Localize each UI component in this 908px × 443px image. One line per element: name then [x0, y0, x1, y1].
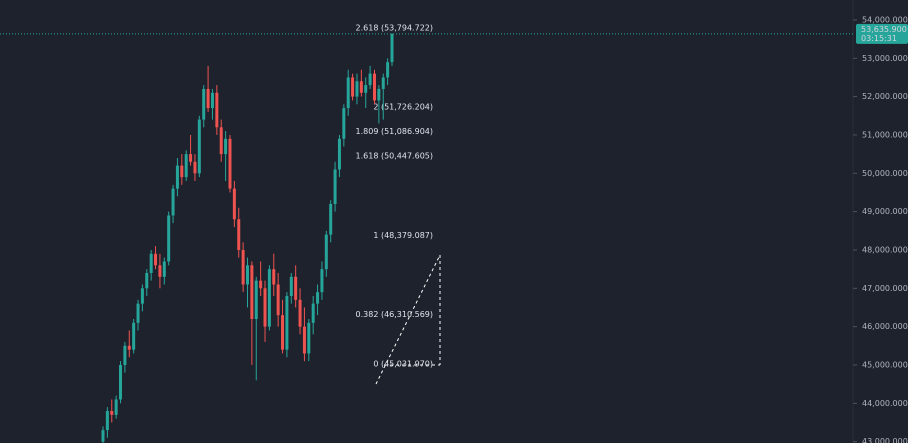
fib-label: 2.618 (53,794.722)	[356, 23, 434, 32]
fib-label: 1.618 (50,447.605)	[356, 152, 434, 161]
candle-body	[158, 265, 162, 277]
trend-line	[375, 254, 441, 385]
candle-body	[342, 108, 346, 139]
fib-label: 1 (48,379.087)	[373, 231, 433, 240]
candle-body	[259, 280, 263, 289]
candle-body	[184, 154, 188, 178]
last-price-tag	[856, 23, 908, 44]
y-tick-label: 52,000.000	[862, 92, 908, 101]
y-tick-label: 48,000.000	[862, 245, 908, 254]
candle-body	[193, 161, 197, 174]
candle-body	[119, 364, 123, 400]
candle-body	[254, 280, 258, 319]
candle-body	[241, 249, 245, 285]
candle-body	[320, 269, 324, 293]
candle-body	[145, 272, 149, 289]
candle-body	[237, 219, 241, 250]
candle-body	[154, 253, 158, 266]
candle-body	[351, 77, 355, 97]
candle-body	[180, 165, 184, 178]
candle-body	[377, 88, 381, 101]
candle-body	[101, 430, 105, 442]
candle-body	[136, 303, 140, 323]
y-tick-label: 46,000.000	[862, 322, 908, 331]
y-tick-label: 51,000.000	[862, 130, 908, 139]
candle-body	[333, 169, 337, 204]
candle-body	[355, 81, 359, 97]
candle-body	[246, 265, 249, 285]
candle-body	[175, 165, 179, 189]
candle-body	[276, 284, 280, 316]
y-tick-label: 47,000.000	[862, 284, 908, 293]
candle-body	[167, 215, 171, 262]
candle-body	[110, 410, 114, 415]
fib-label: 1.809 (51,086.904)	[356, 127, 434, 136]
candle-body	[267, 269, 271, 327]
candle-body	[364, 85, 368, 93]
countdown-label: 03:15:31	[861, 34, 897, 43]
fib-tool	[375, 254, 441, 385]
candle-body	[140, 288, 144, 304]
candle-body	[206, 88, 210, 109]
candle-body	[285, 295, 289, 350]
candle-body	[281, 315, 285, 350]
candle-body	[132, 322, 136, 350]
candle-body	[224, 138, 228, 155]
candle-body	[324, 234, 328, 270]
candle-body	[210, 92, 214, 109]
candle-body	[359, 81, 363, 93]
candle-body	[289, 276, 293, 296]
fib-label: 0.382 (46,310.569)	[356, 310, 434, 319]
candle-body	[171, 188, 175, 216]
candle-body	[197, 119, 201, 174]
y-tick-label: 50,000.000	[862, 169, 908, 178]
candle-body	[127, 345, 131, 350]
candle-body	[311, 303, 315, 323]
candle-body	[294, 276, 298, 300]
fib-label: 2 (51,726.204)	[373, 103, 433, 112]
candle-body	[232, 188, 236, 220]
candle-body	[386, 62, 390, 78]
y-tick-label: 44,000.000	[862, 399, 908, 408]
candle-body	[250, 265, 254, 319]
candle-body	[162, 261, 166, 277]
candle-body	[228, 138, 232, 189]
candle-body	[302, 326, 306, 354]
candle-body	[263, 288, 267, 327]
y-tick-label: 49,000.000	[862, 207, 908, 216]
candle-body	[368, 73, 372, 86]
candle-body	[114, 399, 118, 415]
candle-body	[307, 322, 311, 354]
candle-body	[346, 77, 350, 109]
candle-body	[390, 33, 394, 63]
candle-body	[298, 299, 302, 327]
fib-label: 0 (45,031.970)	[373, 359, 433, 368]
candle-body	[316, 292, 320, 304]
y-tick-label: 54,000.000	[862, 15, 908, 24]
candle-body	[202, 88, 206, 120]
candle-body	[105, 410, 109, 431]
candle-body	[381, 77, 385, 89]
y-tick-label: 45,000.000	[862, 360, 908, 369]
candle-body	[272, 269, 276, 285]
y-tick-label: 53,000.000	[862, 54, 908, 63]
last-price-label: 53,635.900	[861, 25, 907, 34]
candle-body	[123, 345, 127, 365]
candle-body	[189, 154, 193, 162]
candle-body	[219, 127, 223, 155]
candle-body	[372, 73, 376, 101]
candle-body	[329, 203, 333, 235]
candle-body	[149, 253, 153, 273]
y-tick-label: 43,000.000	[862, 437, 908, 443]
candle-body	[215, 92, 219, 128]
candle-body	[337, 138, 341, 170]
